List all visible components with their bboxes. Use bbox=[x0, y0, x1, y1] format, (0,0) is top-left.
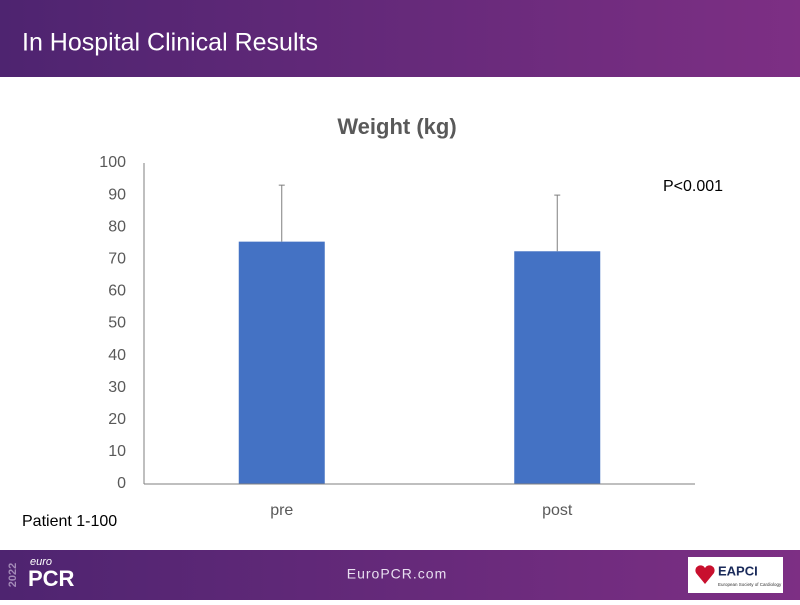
bar bbox=[514, 251, 601, 484]
note: Patient 1-100 bbox=[22, 513, 117, 530]
y-tick-label: 20 bbox=[108, 411, 126, 428]
x-tick-label: post bbox=[542, 502, 573, 519]
y-tick-label: 60 bbox=[108, 283, 126, 300]
slide-title: In Hospital Clinical Results bbox=[22, 29, 318, 57]
y-tick-label: 80 bbox=[108, 218, 126, 235]
partner-sub: European Society of Cardiology bbox=[718, 582, 782, 587]
y-tick-label: 0 bbox=[117, 475, 126, 492]
footer-url: EuroPCR.com bbox=[347, 566, 447, 582]
y-tick-label: 70 bbox=[108, 251, 126, 268]
y-tick-label: 50 bbox=[108, 315, 126, 332]
chart-title: Weight (kg) bbox=[337, 114, 456, 139]
y-tick-label: 30 bbox=[108, 379, 126, 396]
footer-brand-small: euro bbox=[30, 556, 52, 568]
x-tick-label: pre bbox=[270, 502, 293, 519]
y-tick-label: 40 bbox=[108, 347, 126, 364]
bar bbox=[238, 241, 325, 484]
y-tick-label: 10 bbox=[108, 443, 126, 460]
footer-bar bbox=[0, 550, 800, 600]
footer-year: 2022 bbox=[7, 563, 19, 587]
partner-heart bbox=[695, 565, 715, 584]
footer-brand: PCR bbox=[28, 566, 75, 591]
header-bar bbox=[0, 0, 800, 77]
partner-name: EAPCI bbox=[718, 563, 758, 578]
chart: 0 10 20 30 40 50 60 70 80 90 100 pre post bbox=[99, 154, 695, 519]
annotation: P<0.001 bbox=[663, 178, 723, 195]
y-tick-label: 100 bbox=[99, 154, 126, 171]
y-tick-label: 90 bbox=[108, 186, 126, 203]
